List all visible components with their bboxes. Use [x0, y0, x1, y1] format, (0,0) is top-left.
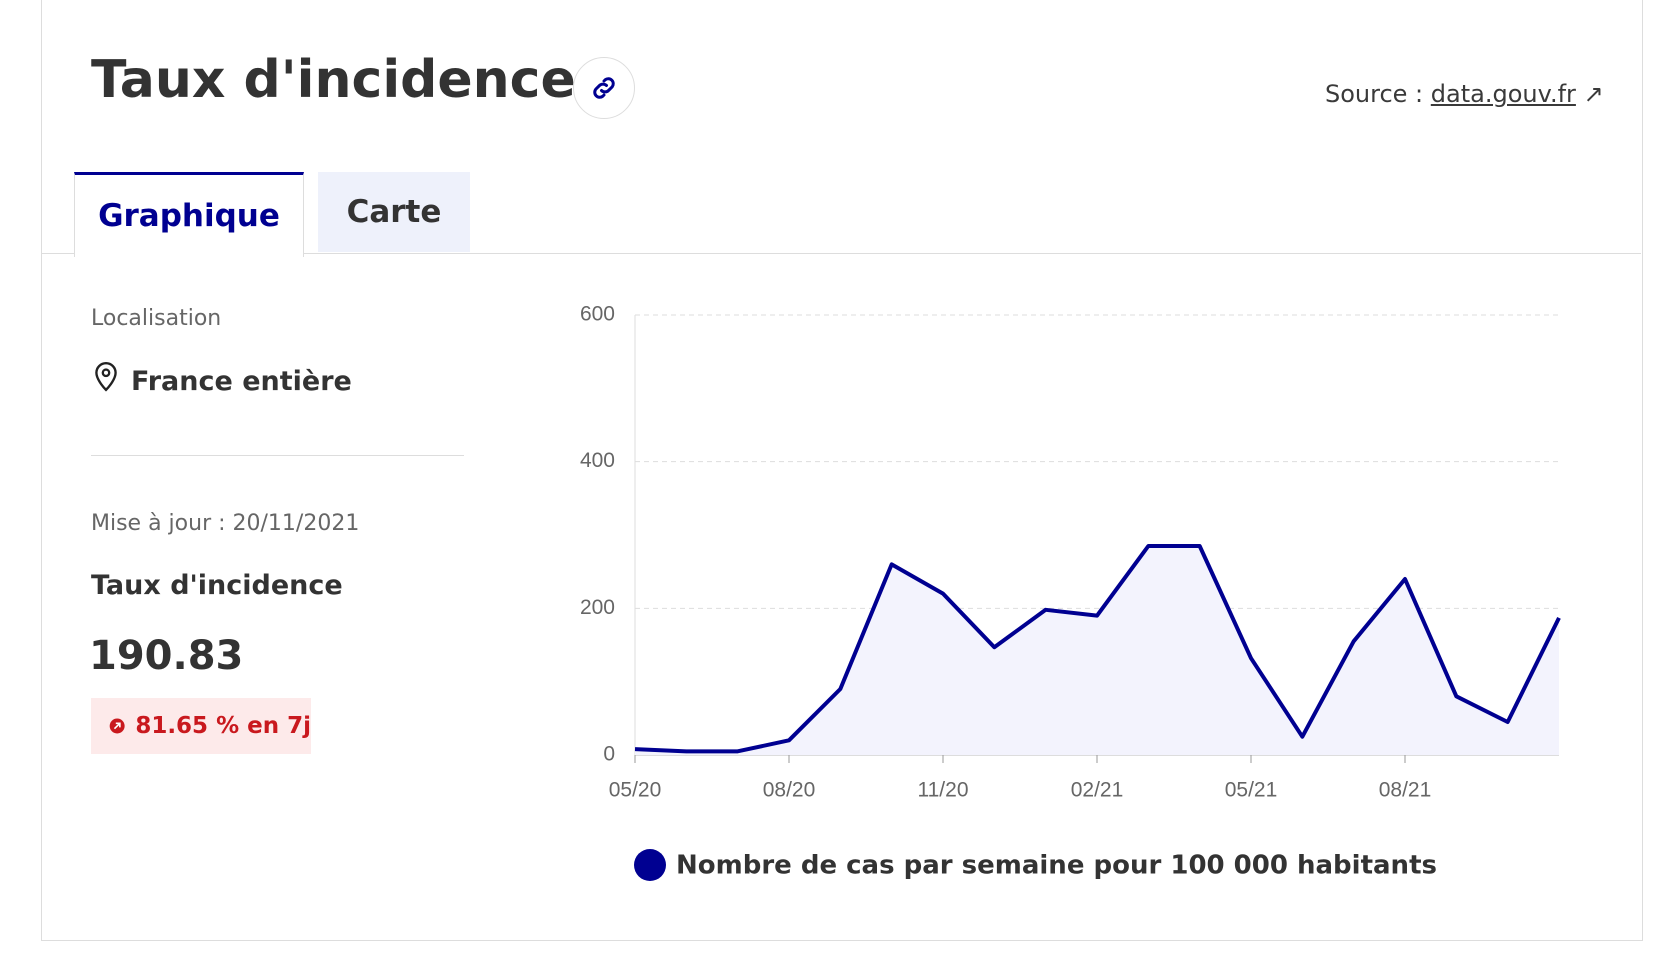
legend-label: Nombre de cas par semaine pour 100 000 h…: [676, 851, 1437, 881]
area: [635, 546, 1559, 755]
x-tick-label: 08/20: [763, 779, 816, 802]
y-tick-label: 600: [580, 303, 615, 326]
legend-marker: [634, 849, 666, 881]
change: 81.65 % en 7j: [135, 713, 311, 739]
value: 190.83: [89, 633, 244, 679]
x-tick-label: 05/20: [609, 779, 662, 802]
tabs-line: [41, 253, 1641, 254]
link-icon: [593, 77, 615, 99]
link-button[interactable]: [573, 57, 635, 119]
x-tick-label: 08/21: [1379, 779, 1432, 802]
tab[interactable]: Carte: [318, 172, 470, 252]
location: France entière: [131, 366, 352, 397]
tab-active[interactable]: Graphique: [74, 172, 304, 257]
source-label: Source :: [1325, 80, 1424, 108]
x-tick-label: 05/21: [1225, 779, 1278, 802]
source: Source : data.gouv.fr ↗: [1325, 80, 1604, 108]
up-icon: [109, 718, 125, 734]
y-tick-label: 400: [580, 449, 615, 472]
updated: Mise à jour : 20/11/2021: [91, 511, 360, 536]
location-label: Localisation: [91, 306, 222, 331]
divider: [91, 455, 464, 456]
card: [41, 0, 1643, 941]
line: [634, 544, 1561, 754]
pin-icon: [93, 360, 119, 396]
x-tick-label: 11/20: [918, 779, 969, 802]
page-title: Taux d'incidence: [91, 50, 576, 110]
change-badge: 81.65 % en 7j: [91, 698, 311, 754]
x-tick-label: 02/21: [1071, 779, 1124, 802]
source-link[interactable]: data.gouv.fr: [1430, 80, 1576, 108]
y-tick-label: 200: [580, 596, 615, 619]
indicator: Taux d'incidence: [91, 570, 343, 601]
y-tick-label: 0: [603, 743, 615, 766]
